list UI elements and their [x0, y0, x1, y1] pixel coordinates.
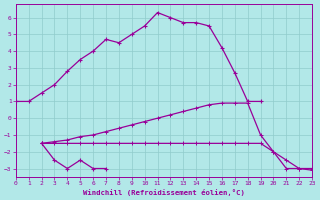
X-axis label: Windchill (Refroidissement éolien,°C): Windchill (Refroidissement éolien,°C) — [83, 189, 245, 196]
